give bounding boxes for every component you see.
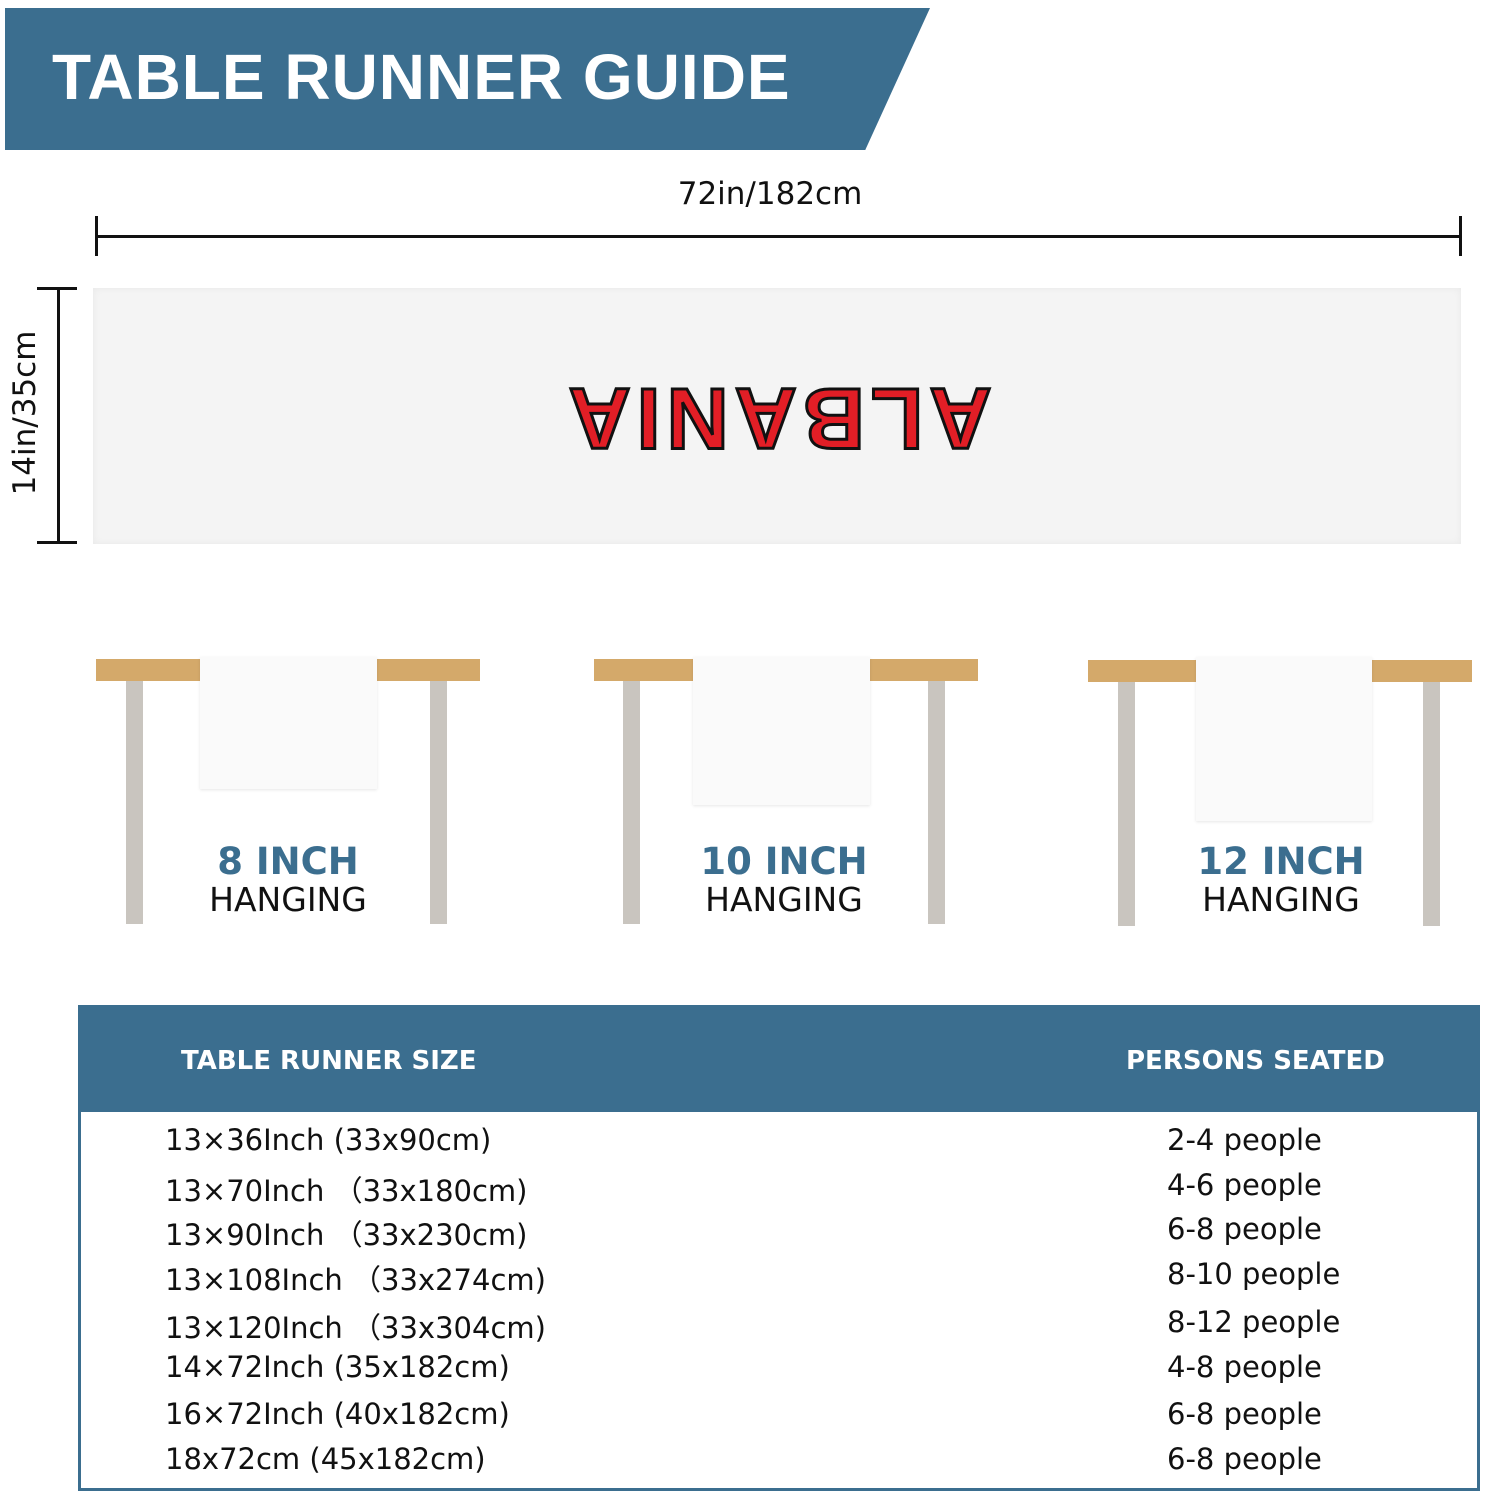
header-size: TABLE RUNNER SIZE xyxy=(181,1046,477,1076)
table-runner-preview: ALBANIA xyxy=(93,288,1461,544)
width-dimension-line xyxy=(97,235,1461,238)
runner-size: 13×120Inch （33x304cm) xyxy=(165,1311,546,1345)
runner-size: 13×36Inch (33x90cm) xyxy=(165,1123,492,1157)
runner-size: 13×90Inch （33x230cm) xyxy=(165,1218,528,1252)
page-title: TABLE RUNNER GUIDE xyxy=(52,41,791,113)
width-label: 72in/182cm xyxy=(677,176,863,212)
hanging-size: 12 INCH xyxy=(1197,840,1365,883)
size-table: TABLE RUNNER SIZE PERSONS SEATED 13×36In… xyxy=(78,1005,1480,1491)
table-leg xyxy=(623,680,640,924)
runner-size: 16×72Inch (40x182cm) xyxy=(165,1397,510,1431)
height-tick-bottom xyxy=(37,541,77,544)
height-tick-top xyxy=(37,287,77,290)
runner-print-text: ALBANIA xyxy=(561,369,993,468)
hanging-size: 10 INCH xyxy=(700,840,868,883)
hanging-label: HANGING xyxy=(209,880,367,919)
table-leg xyxy=(430,680,447,924)
runner-hanging xyxy=(693,657,870,805)
runner-size: 13×70Inch （33x180cm) xyxy=(165,1174,528,1208)
persons-seated: 4-8 people xyxy=(1167,1350,1322,1384)
persons-seated: 6-8 people xyxy=(1167,1397,1322,1431)
runner-hanging xyxy=(200,657,377,789)
height-dimension-line xyxy=(57,288,60,543)
persons-seated: 6-8 people xyxy=(1167,1442,1322,1476)
table-leg xyxy=(928,680,945,924)
height-label: 14in/35cm xyxy=(7,330,43,496)
persons-seated: 4-6 people xyxy=(1167,1168,1322,1202)
runner-size: 13×108Inch （33x274cm) xyxy=(165,1263,546,1297)
hanging-label: HANGING xyxy=(1202,880,1360,919)
persons-seated: 2-4 people xyxy=(1167,1123,1322,1157)
header-persons: PERSONS SEATED xyxy=(1126,1046,1385,1076)
runner-hanging xyxy=(1196,657,1372,821)
width-tick-left xyxy=(95,216,98,256)
title-banner xyxy=(5,8,930,150)
hanging-label: HANGING xyxy=(705,880,863,919)
persons-seated: 8-12 people xyxy=(1167,1305,1341,1339)
persons-seated: 6-8 people xyxy=(1167,1212,1322,1246)
width-tick-right xyxy=(1459,216,1462,256)
persons-seated: 8-10 people xyxy=(1167,1257,1341,1291)
table-leg xyxy=(1118,680,1135,926)
table-leg xyxy=(1423,680,1440,926)
runner-size: 14×72Inch (35x182cm) xyxy=(165,1350,510,1384)
size-table-header: TABLE RUNNER SIZE PERSONS SEATED xyxy=(81,1008,1477,1112)
runner-size: 18x72cm (45x182cm) xyxy=(165,1442,486,1476)
hanging-size: 8 INCH xyxy=(217,840,359,883)
table-leg xyxy=(126,680,143,924)
